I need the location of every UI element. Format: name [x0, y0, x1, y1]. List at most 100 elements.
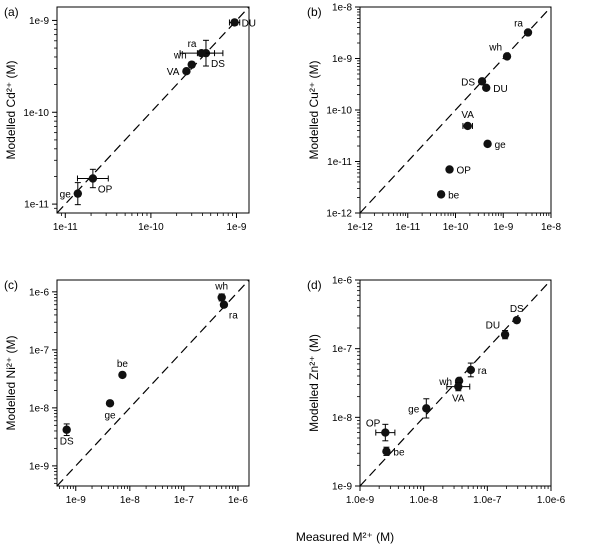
x-tick-label: 1e-11 — [53, 222, 78, 233]
identity-line — [359, 6, 552, 214]
point-label: wh — [438, 377, 452, 388]
x-tick-label: 1e-7 — [174, 495, 194, 506]
x-tick-label: 1e-11 — [395, 222, 420, 233]
panel-3: 1e-9 1e-8 1e-7 1e-6 1e-9 1e-8 1e-7 1e-6 (c) Model… — [4, 278, 250, 506]
data-point-DU — [500, 330, 510, 339]
point-label: DU — [242, 18, 256, 29]
y-tick-label: 1e-8 — [332, 3, 352, 14]
data-point-OP — [445, 165, 454, 174]
point-label: ge — [60, 190, 72, 201]
panel-label: (d) — [307, 278, 322, 292]
x-tick-label: 1e-8 — [541, 222, 561, 233]
point-label: be — [117, 359, 129, 370]
point-label: OP — [366, 419, 381, 430]
y-axis-label: Modelled Ni²⁺ (M) — [4, 335, 18, 430]
point-label: OP — [98, 184, 113, 195]
data-point-wh — [217, 293, 226, 302]
y-tick-label: 1e-11 — [24, 200, 49, 211]
data-point-ge — [105, 399, 115, 408]
data-point-DU — [482, 83, 491, 92]
point-label: ra — [478, 366, 487, 377]
data-point-DS — [62, 425, 71, 434]
panel-2: 1e-12 1e-11 1e-10 1e-9 1e-8 1e-12 1e-11 1e-10 1e… — [307, 3, 561, 234]
point-label: DS — [510, 304, 524, 315]
x-tick-label: 1e-10 — [138, 222, 164, 233]
y-tick-label: 1e-11 — [327, 157, 352, 168]
point-label: DU — [493, 84, 507, 95]
x-tick-label: 1.0e-7 — [473, 495, 502, 506]
x-tick-label: 1e-12 — [347, 222, 373, 233]
point-label: ra — [514, 18, 523, 29]
point-label: DS — [461, 77, 475, 88]
point-label: ra — [188, 39, 197, 50]
y-tick-label: 1e-9 — [332, 54, 352, 65]
x-tick-label: 1e-9 — [226, 222, 246, 233]
plot-frame — [56, 6, 250, 214]
data-point-OP — [381, 428, 390, 437]
data-point-ge — [422, 404, 431, 413]
panel-label: (c) — [4, 278, 18, 292]
point-label: be — [448, 190, 460, 201]
y-axis-label: Modelled Cu²⁺ (M) — [307, 60, 321, 159]
data-point-ge — [73, 189, 83, 198]
y-tick-label: 1e-6 — [29, 287, 49, 298]
panel-4: 1.0e-9 1.0e-8 1.0e-7 1.0e-6 1e-9 1e-8 1e-7 1e-6… — [307, 276, 566, 507]
x-tick-label: 1e-9 — [493, 222, 513, 233]
y-tick-label: 1e-6 — [332, 276, 352, 287]
y-tick-label: 1e-10 — [23, 108, 49, 119]
data-point-wh — [187, 60, 196, 69]
panel-1: 1e-11 1e-10 1e-9 1e-11 1e-10 1e-9 (a) Modelled … — [4, 5, 256, 233]
data-point-ra — [197, 48, 206, 58]
point-label: be — [393, 447, 405, 458]
point-label: DS — [60, 437, 74, 448]
x-tick-label: 1.0e-8 — [409, 495, 438, 506]
y-tick-label: 1e-12 — [326, 209, 352, 220]
data-point-VA — [182, 66, 191, 76]
y-tick-label: 1e-8 — [332, 413, 352, 424]
data-point-ra — [466, 365, 476, 375]
x-tick-label: 1e-9 — [66, 495, 86, 506]
x-tick-label: 1e-8 — [120, 495, 140, 506]
y-tick-label: 1e-7 — [29, 345, 49, 356]
data-point-VA — [463, 121, 472, 131]
shared-x-axis-label: Measured M²⁺ (M) — [296, 530, 394, 544]
data-point-ge — [483, 139, 492, 149]
point-label: ge — [408, 404, 420, 415]
data-point-wh — [502, 52, 512, 61]
data-point-be — [436, 190, 446, 199]
data-point-be — [118, 370, 127, 380]
data-point-ra — [219, 300, 229, 309]
y-axis-label: Modelled Zn²⁺ (M) — [307, 334, 321, 432]
point-label: DU — [486, 321, 500, 332]
plot-frame — [359, 279, 552, 487]
y-tick-label: 1e-8 — [29, 403, 49, 414]
point-label: OP — [457, 165, 472, 176]
point-label: ra — [229, 311, 238, 322]
point-label: DS — [211, 59, 225, 70]
point-label: ge — [495, 140, 507, 151]
x-tick-label: 1.0e-9 — [346, 495, 375, 506]
data-point-DS — [477, 77, 487, 86]
data-point-DS — [512, 315, 521, 325]
data-point-be — [382, 447, 391, 456]
data-point-OP — [88, 174, 98, 183]
y-tick-label: 1e-9 — [332, 482, 352, 493]
y-tick-label: 1e-7 — [332, 344, 352, 355]
point-label: wh — [488, 42, 502, 53]
x-tick-label: 1.0e-6 — [537, 495, 566, 506]
y-tick-label: 1e-9 — [29, 16, 49, 27]
data-point-VA — [454, 382, 463, 391]
y-axis-label: Modelled Cd²⁺ (M) — [4, 60, 18, 159]
panel-label: (a) — [4, 5, 19, 19]
panel-label: (b) — [307, 5, 322, 19]
data-point-DU — [230, 18, 239, 27]
point-label: ge — [104, 410, 116, 421]
y-tick-label: 1e-9 — [29, 461, 49, 472]
identity-line — [56, 6, 250, 214]
y-tick-label: 1e-10 — [326, 106, 352, 117]
point-label: VA — [452, 394, 465, 405]
point-label: wh — [214, 281, 228, 292]
data-point-ra — [523, 28, 533, 37]
